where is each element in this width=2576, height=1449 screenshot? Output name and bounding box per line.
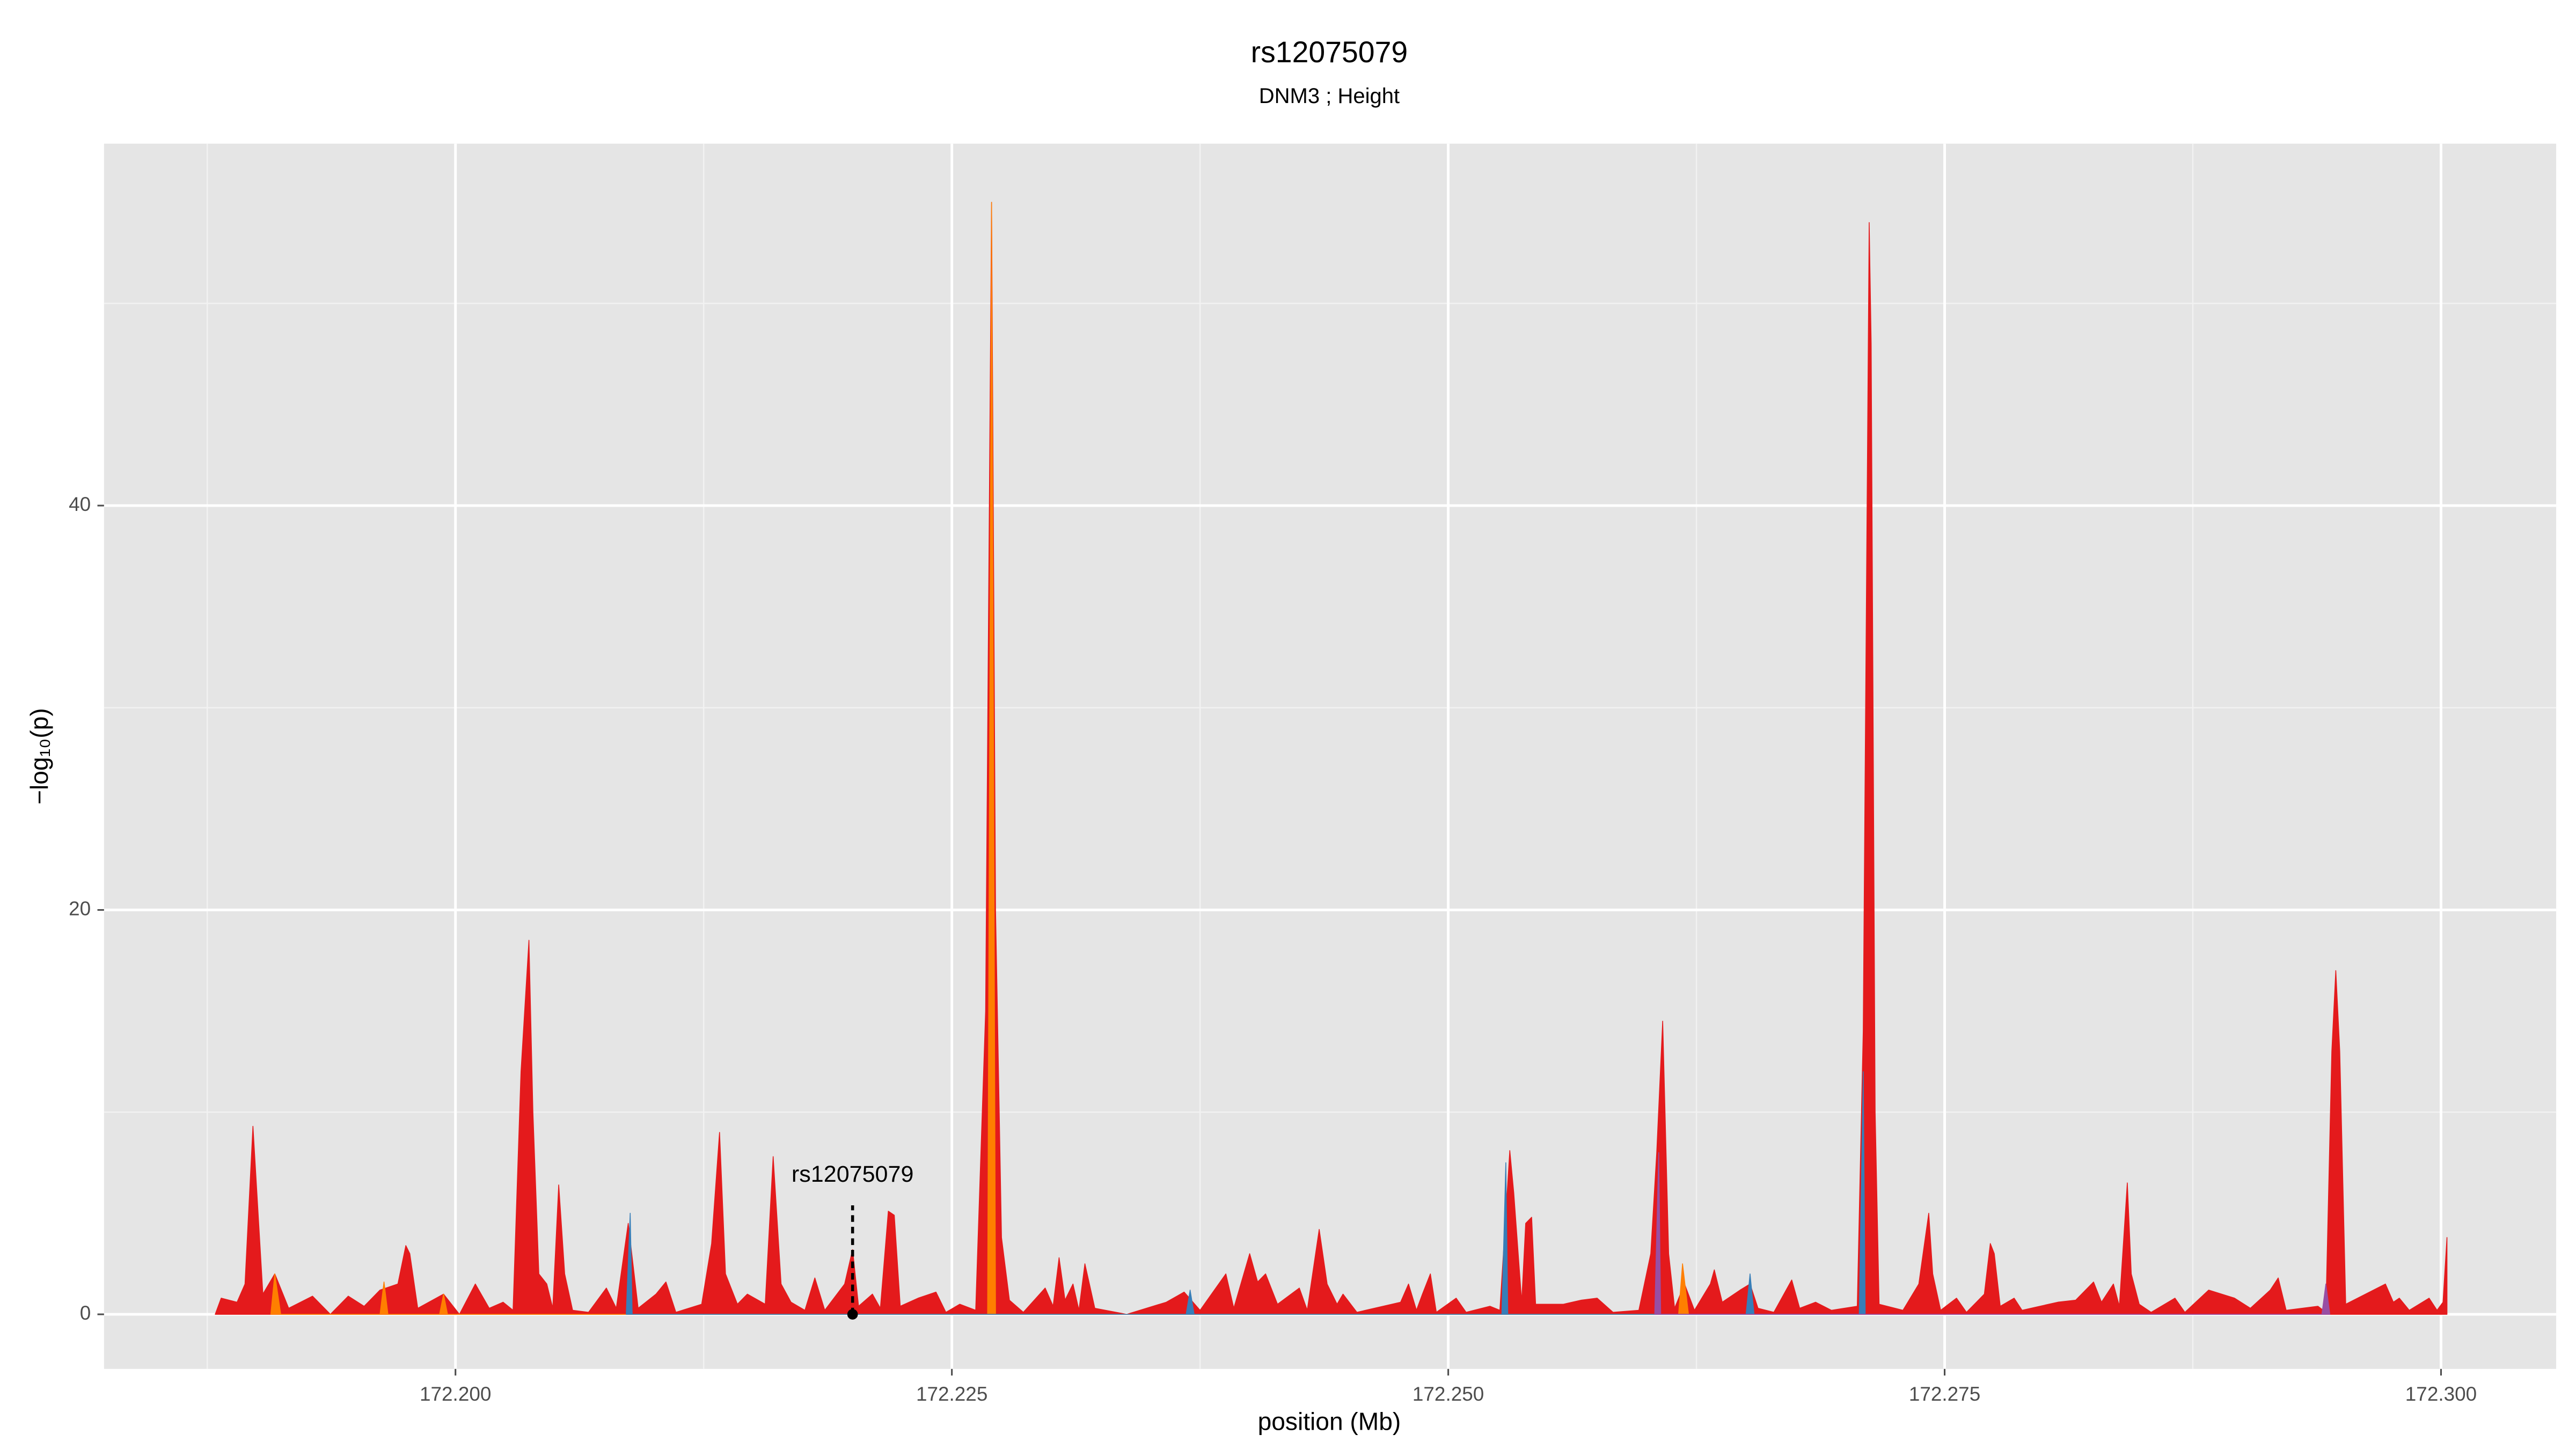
annotation-label: rs12075079 (792, 1161, 913, 1187)
x-tick-label: 172.250 (1413, 1383, 1484, 1405)
x-tick-label: 172.200 (420, 1383, 491, 1405)
y-tick-label: 0 (80, 1302, 91, 1324)
x-axis-label: position (Mb) (1258, 1407, 1401, 1435)
y-tick-label: 40 (69, 493, 91, 515)
y-tick-label: 20 (69, 897, 91, 919)
plot-background (104, 143, 2557, 1369)
area (270, 202, 1689, 1315)
area (626, 1071, 1866, 1315)
annotation-point (847, 1309, 858, 1320)
chart-title: rs12075079 (1251, 35, 1408, 69)
x-tick-label: 172.225 (916, 1383, 987, 1405)
area (1654, 1152, 2331, 1315)
y-axis-label: −log₁₀(p) (25, 708, 53, 804)
x-tick-label: 172.300 (2405, 1383, 2477, 1405)
area (215, 202, 2448, 1315)
x-tick-label: 172.275 (1909, 1383, 1980, 1405)
chart-subtitle: DNM3 ; Height (1259, 84, 1400, 108)
